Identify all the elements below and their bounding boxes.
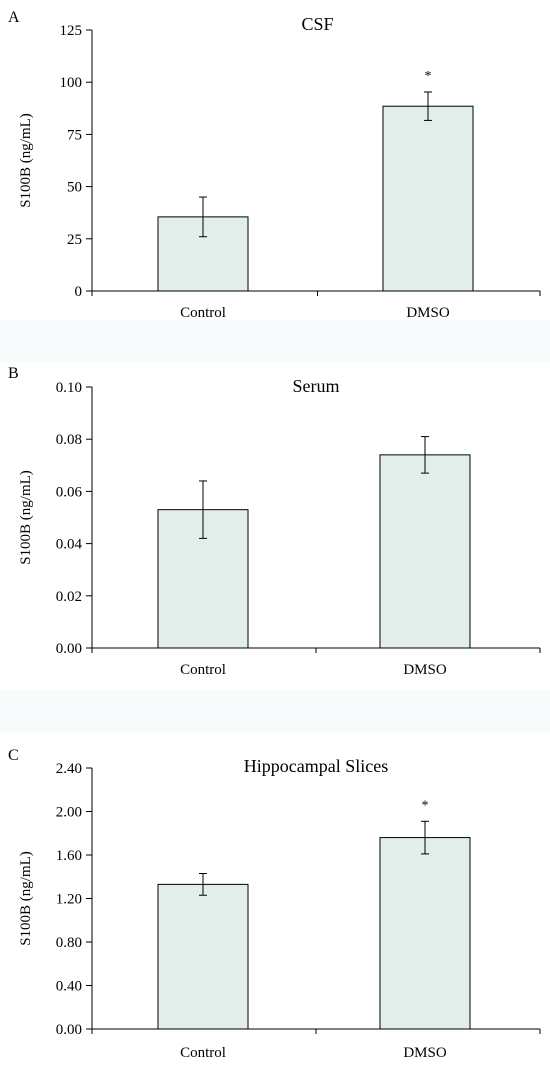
y-tick-label: 2.40 [56,761,82,777]
bar-dmso [382,105,474,292]
y-tick-label: 50 [67,180,82,196]
chart-panel-a: A CSF S100B (ng/mL) Control * DMSO 0 25 50 75 100 1… [0,0,550,330]
chart-hippocampal-slices: C Hippocampal Slices S100B (ng/mL) Control *… [8,747,541,1061]
panel-label: C [8,747,19,764]
x-tick-label: Control [180,662,226,678]
panel-label: B [8,365,19,382]
y-tick-label: 25 [67,232,82,248]
bar-dmso [379,454,471,649]
y-tick-label: 2.00 [56,805,82,821]
x-tick-label: DMSO [406,305,450,321]
chart-title: Hippocampal Slices [244,756,388,776]
bar-control [157,883,249,1030]
y-tick-label: 0.06 [56,484,83,500]
y-tick-label: 0.00 [56,1022,82,1038]
y-tick-label: 125 [60,23,83,39]
chart-serum: B Serum S100B (ng/mL) Control DMSO 0.00 0.02 0.… [8,365,541,678]
x-tick-label: DMSO [403,662,447,678]
y-tick-label: 0.80 [56,935,82,951]
chart-title: CSF [301,14,333,34]
significance-marker: * [422,798,429,813]
y-tick-label: 0.40 [56,979,82,995]
chart-panel-b: B Serum S100B (ng/mL) Control DMSO 0.00 0.02 0.… [0,362,550,692]
chart-csf: A CSF S100B (ng/mL) Control * DMSO 0 25 50 75 100 1… [8,9,541,321]
bar-dmso [379,837,471,1030]
significance-marker: * [425,69,432,84]
y-tick-label: 0 [75,284,83,300]
panel-label: A [8,9,20,26]
y-tick-label: 0.04 [56,537,83,553]
x-tick-label: Control [180,1045,226,1061]
chart-title: Serum [293,376,340,396]
panel-separator-band [0,320,550,362]
y-tick-label: 0.10 [56,380,82,396]
y-axis-label: S100B (ng/mL) [18,113,34,208]
y-tick-label: 0.00 [56,641,82,657]
chart-panel-c: C Hippocampal Slices S100B (ng/mL) Control *… [0,735,550,1066]
x-tick-label: DMSO [403,1045,447,1061]
y-tick-label: 1.60 [56,848,82,864]
x-tick-label: Control [180,305,226,321]
y-tick-label: 100 [60,75,83,91]
y-tick-label: 0.02 [56,589,82,605]
panel-separator-band [0,690,550,732]
y-axis-label: S100B (ng/mL) [18,470,34,565]
y-tick-label: 0.08 [56,432,82,448]
y-axis-label: S100B (ng/mL) [18,851,34,946]
y-tick-label: 75 [67,127,82,143]
y-tick-label: 1.20 [56,892,82,908]
